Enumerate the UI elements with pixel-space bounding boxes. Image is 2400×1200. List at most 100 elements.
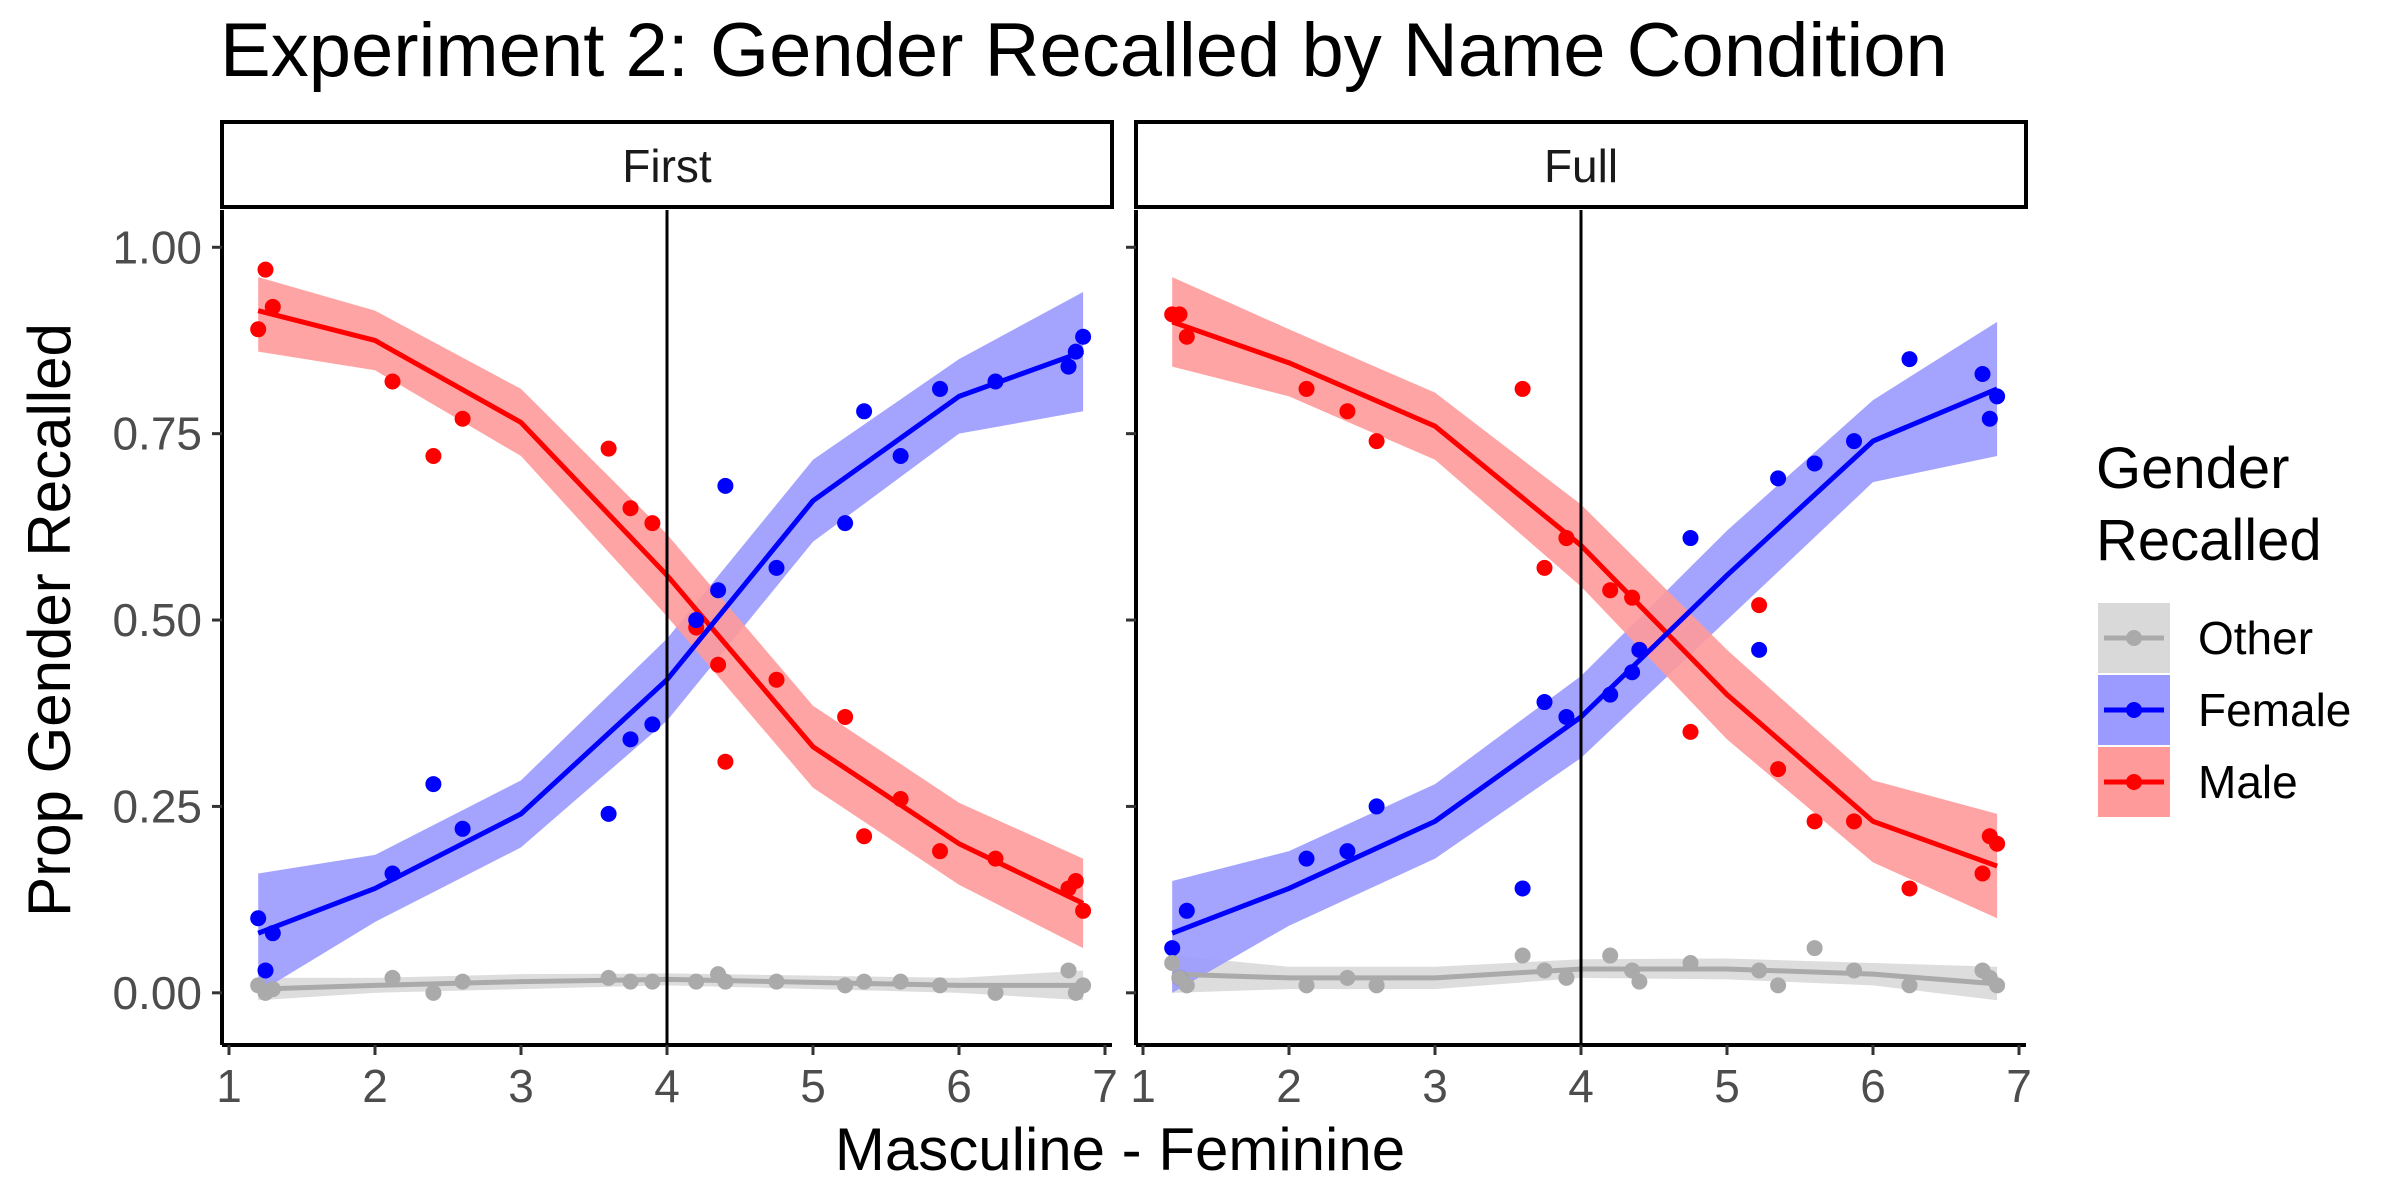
legend-key-point [2126, 630, 2142, 646]
data-point-other [1602, 947, 1619, 964]
x-axis-label: Masculine - Feminine [835, 1116, 1405, 1183]
data-point-other [1770, 977, 1787, 994]
data-point-female [1682, 530, 1699, 547]
data-point-other [644, 973, 661, 990]
data-point-other [1298, 977, 1315, 994]
data-point-male [710, 656, 727, 673]
y-tick-label: 1.00 [112, 221, 202, 273]
legend-title: Recalled [2096, 508, 2322, 573]
facet-label: Full [1544, 140, 1618, 192]
data-point-other [1846, 962, 1863, 979]
data-point-male [1075, 902, 1092, 919]
data-point-female [1075, 328, 1092, 345]
data-point-female [1981, 410, 1998, 427]
facet-label: First [622, 140, 712, 192]
data-point-other [717, 973, 734, 990]
data-point-other [1060, 962, 1077, 979]
data-point-female [1368, 798, 1385, 815]
data-point-male [644, 515, 661, 532]
data-point-other [1989, 977, 2006, 994]
data-point-female [1164, 940, 1181, 957]
data-point-other [1682, 954, 1699, 971]
data-point-other [454, 973, 471, 990]
legend-label: Other [2198, 612, 2313, 664]
legend-title: Gender [2096, 436, 2289, 501]
data-point-other [1901, 977, 1918, 994]
x-tick-label: 4 [654, 1060, 680, 1112]
data-point-male [1624, 589, 1641, 606]
legend-key-point [2126, 702, 2142, 718]
legend-item-female: Female [2098, 675, 2351, 745]
data-point-male [768, 671, 785, 688]
data-point-male [1751, 597, 1768, 614]
data-point-other [264, 981, 281, 998]
data-point-other [892, 973, 909, 990]
data-point-male [717, 753, 734, 770]
data-point-male [1806, 813, 1823, 830]
data-point-male [384, 373, 401, 390]
data-point-female [1770, 470, 1787, 487]
data-point-male [892, 790, 909, 807]
data-point-female [1806, 455, 1823, 472]
data-point-other [1806, 940, 1823, 957]
data-point-male [1770, 761, 1787, 778]
data-point-male [1558, 530, 1575, 547]
x-tick-label: 2 [1276, 1060, 1302, 1112]
y-axis-label: Prop Gender Recalled [16, 323, 83, 917]
data-point-female [384, 865, 401, 882]
data-point-female [1989, 388, 2006, 405]
data-point-female [1558, 708, 1575, 725]
data-point-female [717, 477, 734, 494]
data-point-female [250, 910, 267, 927]
data-point-female [1846, 433, 1863, 450]
data-point-male [932, 843, 949, 860]
ci-ribbon-female [1172, 321, 1998, 993]
data-point-other [1164, 954, 1181, 971]
data-point-male [454, 410, 471, 427]
data-point-male [1536, 559, 1553, 576]
data-point-female [600, 805, 617, 822]
data-point-female [1751, 641, 1768, 658]
data-point-female [856, 403, 873, 420]
data-point-other [1339, 969, 1356, 986]
data-point-male [1682, 723, 1699, 740]
data-point-female [1060, 358, 1077, 375]
data-point-other [688, 973, 705, 990]
legend-item-male: Male [2098, 747, 2298, 817]
data-point-male [1178, 328, 1195, 345]
data-point-male [856, 828, 873, 845]
data-point-female [1298, 850, 1315, 867]
data-point-female [1624, 664, 1641, 681]
data-point-male [1974, 865, 1991, 882]
data-point-other [1751, 962, 1768, 979]
data-point-male [987, 850, 1004, 867]
data-point-other [1368, 977, 1385, 994]
chart-title: Experiment 2: Gender Recalled by Name Co… [220, 8, 1948, 93]
x-tick-label: 3 [1422, 1060, 1448, 1112]
data-point-female [1339, 843, 1356, 860]
ci-ribbon-male [258, 277, 1084, 949]
panel-full: Full 1 2 3 4 5 6 7 [1126, 120, 2032, 1112]
data-point-male [257, 261, 274, 278]
data-point-other [1536, 962, 1553, 979]
data-point-other [1178, 977, 1195, 994]
data-point-other [1558, 969, 1575, 986]
data-point-male [1989, 835, 2006, 852]
data-point-female [1178, 902, 1195, 919]
x-tick-label: 6 [1860, 1060, 1886, 1112]
data-point-male [425, 448, 442, 465]
data-point-female [644, 716, 661, 733]
data-point-other [768, 973, 785, 990]
data-point-male [1514, 380, 1531, 397]
x-tick-label: 3 [508, 1060, 534, 1112]
data-point-female [892, 448, 909, 465]
data-point-male [600, 440, 617, 457]
data-point-other [1631, 973, 1648, 990]
data-point-other [856, 973, 873, 990]
data-point-other [987, 984, 1004, 1001]
data-point-female [425, 776, 442, 793]
x-tick-label: 4 [1568, 1060, 1594, 1112]
data-point-female [1901, 351, 1918, 368]
data-point-male [1339, 403, 1356, 420]
x-tick-label: 1 [216, 1060, 242, 1112]
